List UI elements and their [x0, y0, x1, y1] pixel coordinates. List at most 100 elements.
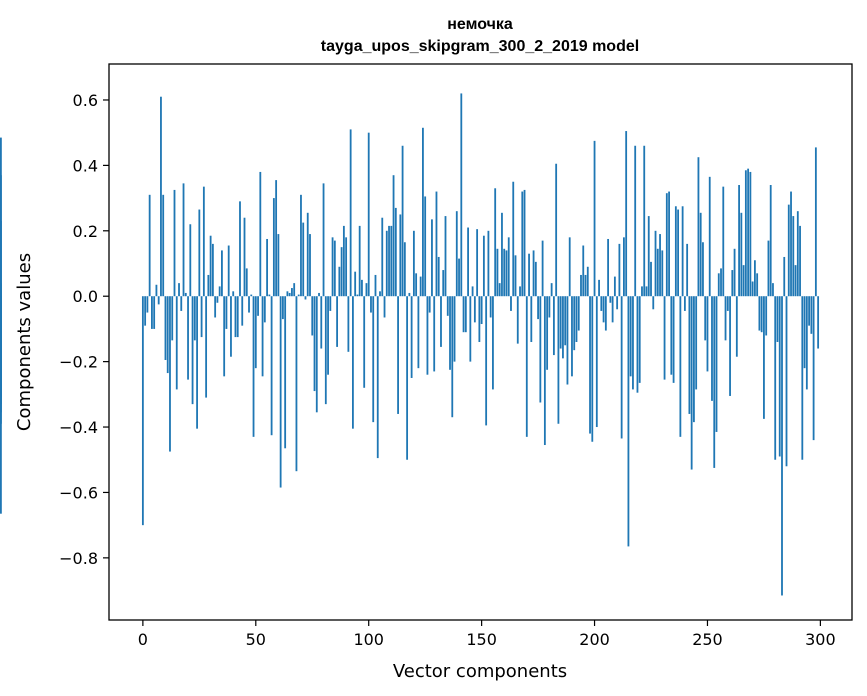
bar-41	[234, 296, 237, 338]
bar-23	[193, 296, 196, 341]
bar-210	[616, 296, 619, 310]
bar-135	[446, 296, 449, 316]
bar-33	[216, 296, 219, 303]
bar-130	[435, 191, 438, 297]
bar-26	[200, 296, 203, 338]
bar-196	[584, 274, 587, 297]
bar-172	[530, 296, 533, 342]
bar-90	[345, 237, 348, 297]
bar-84	[331, 237, 334, 297]
bar-256	[720, 268, 722, 297]
bar-255	[717, 273, 720, 297]
bar-144	[467, 227, 469, 297]
bar-28	[205, 296, 208, 398]
bar-126	[426, 296, 429, 375]
bar-64	[286, 291, 289, 297]
bar-239	[681, 206, 684, 297]
bar-82	[327, 296, 329, 375]
bar-280	[774, 296, 777, 460]
bar-65	[288, 292, 291, 297]
bar-264	[738, 185, 740, 297]
bar-108	[385, 230, 388, 297]
bar-157	[496, 248, 499, 297]
bar-281	[776, 296, 779, 342]
bar-252	[711, 296, 713, 401]
bar-215	[627, 296, 630, 547]
bar-88	[340, 247, 343, 297]
bar-101	[370, 296, 372, 313]
bar-51	[257, 296, 259, 316]
bar-202	[598, 279, 600, 297]
bar-1	[144, 296, 147, 326]
bar-220	[638, 296, 641, 383]
bar-287	[790, 191, 792, 297]
bar-165	[514, 255, 517, 297]
bar-200	[593, 140, 596, 297]
bar-60	[277, 234, 280, 297]
bar-4	[151, 296, 153, 329]
bar-series	[0, 93, 820, 596]
bar-171	[528, 253, 530, 297]
bar-54	[263, 296, 266, 323]
x-tick-label: 0	[138, 630, 148, 649]
bar-7	[157, 296, 160, 305]
bar-110	[390, 225, 393, 297]
bar-94	[354, 271, 357, 297]
y-tick-label: 0.4	[73, 156, 98, 175]
bar-192	[575, 296, 578, 342]
bar-225	[650, 261, 652, 297]
bar-125	[424, 196, 427, 297]
bar-274	[760, 296, 763, 333]
bar-273	[758, 296, 761, 331]
bar-278	[769, 185, 772, 297]
bar-32	[214, 296, 217, 318]
bar-45	[243, 217, 246, 297]
y-tick-label: −0.2	[59, 353, 98, 372]
bar-155	[492, 296, 494, 390]
bar-293	[803, 296, 806, 369]
x-axis-label: Vector components	[393, 661, 567, 682]
bar-235	[672, 296, 675, 383]
bar-62	[281, 296, 284, 320]
bar-57	[270, 296, 273, 436]
bar-17	[180, 296, 183, 311]
bar-93	[352, 296, 354, 429]
bar-102	[372, 296, 375, 423]
bar-258	[724, 296, 727, 341]
bar-289	[794, 265, 797, 297]
plot-frame	[108, 63, 853, 621]
bar-174	[534, 261, 537, 297]
bar-38	[227, 245, 230, 297]
bar-232	[665, 193, 668, 297]
bar-92	[349, 129, 352, 297]
y-axis-ticks: −0.8 −0.6 −0.4 −0.2 0.0 0.2 0.4 0.6	[59, 91, 109, 568]
x-tick-label: 250	[692, 630, 723, 649]
bar-212	[620, 296, 623, 439]
x-tick-label: 150	[466, 630, 497, 649]
bar-134	[444, 216, 447, 297]
bar-68	[295, 296, 298, 472]
bar-199	[591, 296, 594, 442]
bar-143	[464, 296, 467, 333]
bar-270	[751, 281, 754, 297]
bar-129	[433, 296, 436, 372]
bar-182	[552, 296, 555, 356]
bar-91	[347, 296, 350, 352]
bar-184	[557, 296, 560, 424]
bar-138	[453, 296, 456, 362]
bar-191	[573, 296, 576, 351]
bar-99	[365, 283, 368, 297]
bar-180	[548, 296, 551, 318]
x-tick-label: 100	[353, 630, 384, 649]
bar-55	[266, 238, 268, 297]
bar-39	[230, 296, 232, 357]
bar-201	[595, 296, 598, 428]
bar-254	[715, 296, 718, 432]
bar-240	[683, 296, 686, 311]
bar-229	[659, 234, 661, 297]
bar-288	[792, 216, 795, 297]
bar-221	[641, 286, 643, 297]
bar-24	[196, 296, 198, 429]
